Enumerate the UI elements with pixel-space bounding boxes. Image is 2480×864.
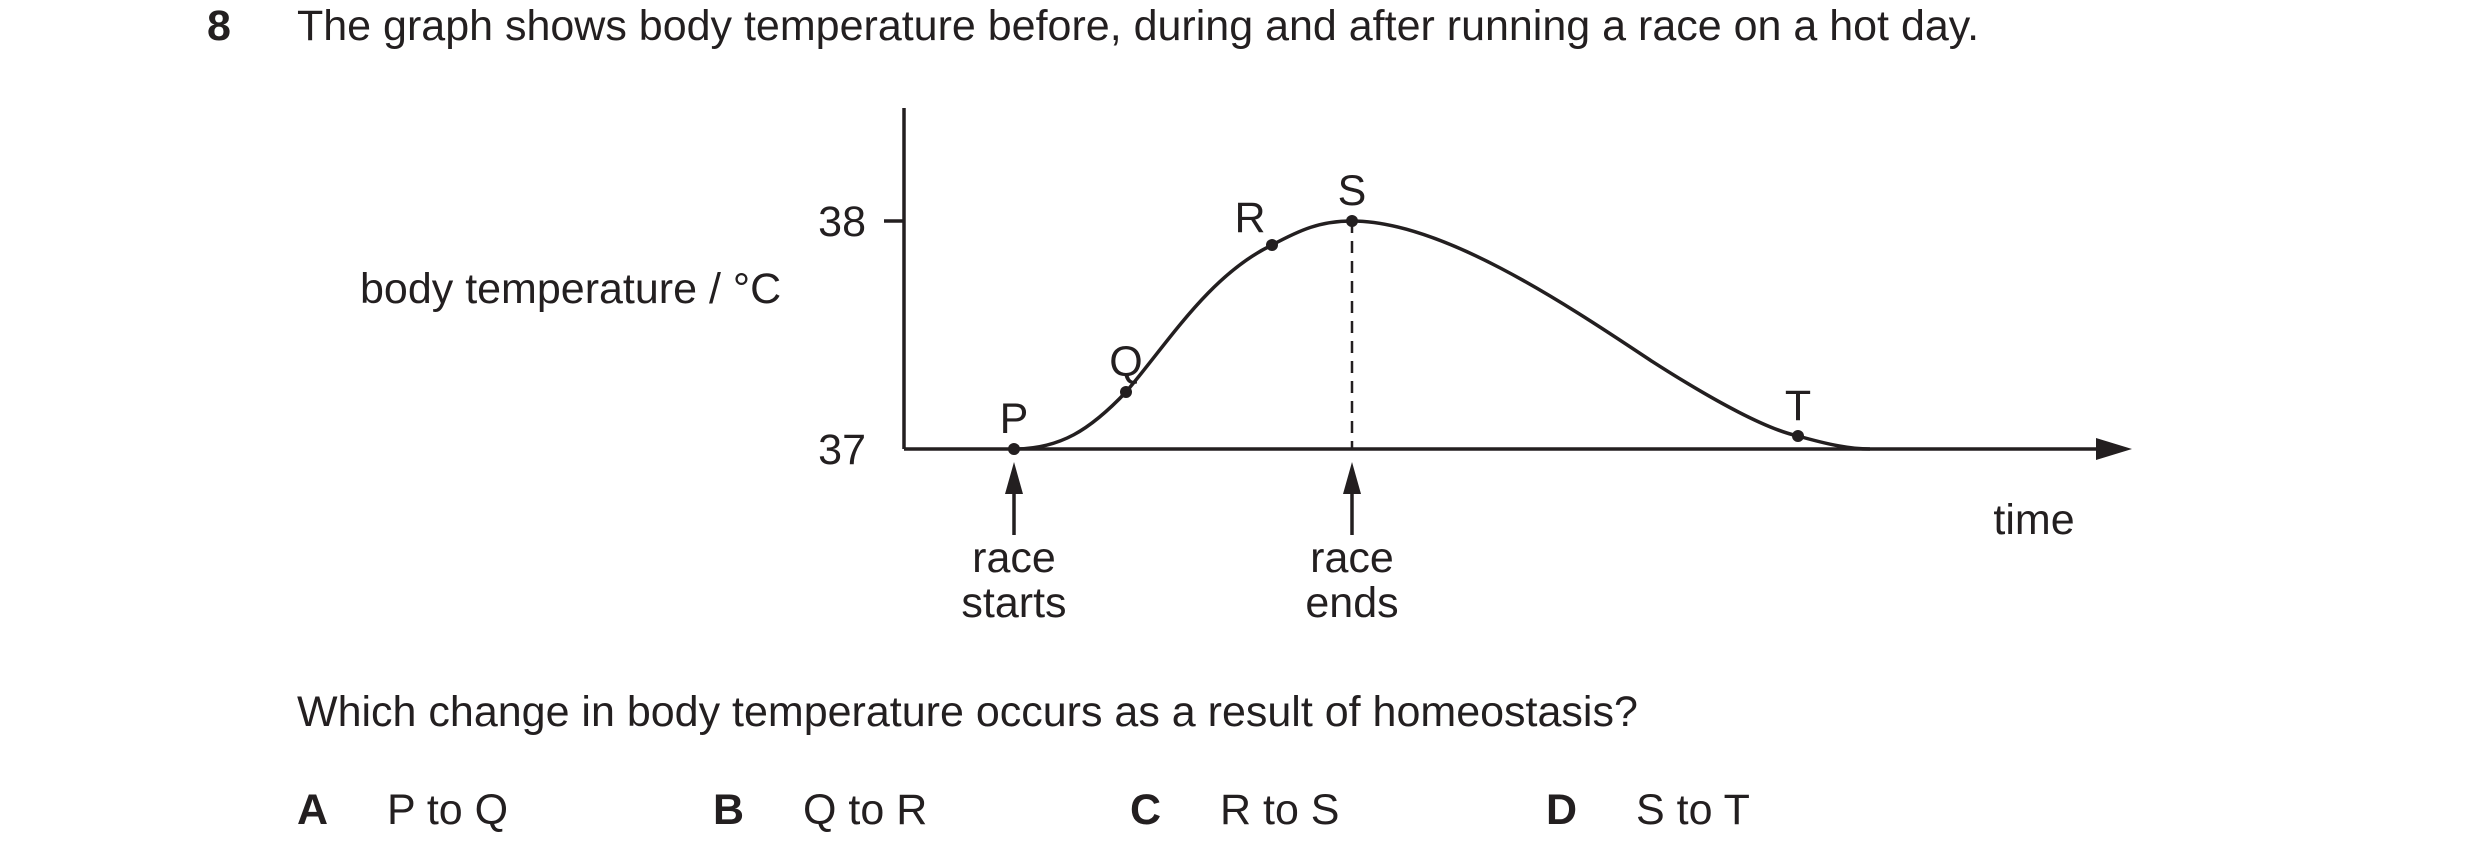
point-t (1792, 430, 1804, 442)
race-end-label-line1: race (1310, 534, 1394, 582)
question-stem: The graph shows body temperature before,… (297, 2, 1980, 50)
x-axis-label: time (1993, 496, 2074, 544)
option-letter: D (1546, 786, 1578, 834)
race-start-arrowhead (1005, 462, 1023, 494)
y-tick-label-38: 38 (818, 198, 866, 246)
point-label-t: T (1785, 382, 1811, 430)
option-text: Q to R (803, 786, 928, 834)
option-letter: C (1130, 786, 1162, 834)
question-number: 8 (207, 2, 231, 50)
option-text: P to Q (387, 786, 509, 834)
option-letter: B (713, 786, 745, 834)
race-end-arrowhead (1343, 462, 1361, 494)
option-c[interactable]: C R to S (1130, 786, 1340, 835)
y-tick-label-37: 37 (818, 426, 866, 474)
option-a[interactable]: A P to Q (297, 786, 508, 835)
option-letter: A (297, 786, 329, 834)
point-label-s: S (1338, 167, 1367, 215)
option-d[interactable]: D S to T (1546, 786, 1750, 835)
point-label-q: Q (1109, 338, 1142, 386)
x-axis-arrowhead (2096, 438, 2132, 460)
point-s (1346, 215, 1358, 227)
question-prompt: Which change in body temperature occurs … (297, 688, 1638, 736)
point-p (1008, 443, 1020, 455)
race-start-label-line1: race (972, 534, 1056, 582)
option-text: R to S (1220, 786, 1340, 834)
race-end-label-line2: ends (1305, 579, 1398, 627)
temperature-curve (1013, 219, 1871, 451)
point-q (1120, 386, 1132, 398)
point-r (1266, 239, 1278, 251)
option-b[interactable]: B Q to R (713, 786, 927, 835)
point-label-p: P (1000, 395, 1029, 443)
option-text: S to T (1636, 786, 1750, 834)
y-axis-label: body temperature / °C (360, 265, 782, 313)
race-start-label-line2: starts (961, 579, 1066, 627)
point-label-r: R (1234, 194, 1265, 242)
